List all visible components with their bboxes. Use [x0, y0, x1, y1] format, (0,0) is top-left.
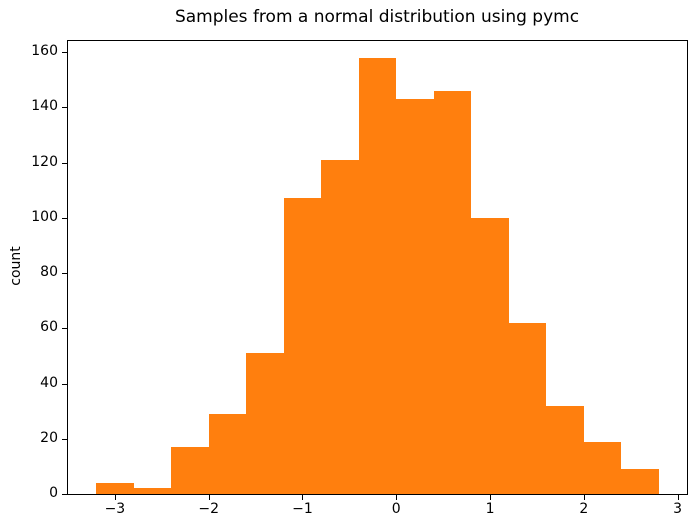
y-tick-label: 80 — [40, 264, 58, 281]
y-tick-mark — [62, 273, 67, 275]
histogram-bar — [283, 198, 322, 494]
y-tick-label: 40 — [40, 374, 58, 391]
histogram-bar — [321, 159, 359, 494]
x-tick-label: 1 — [485, 501, 495, 517]
histogram-bar — [546, 405, 584, 494]
y-tick-label: 20 — [40, 429, 58, 446]
x-tick-label: −3 — [104, 501, 126, 517]
y-tick-label: 120 — [31, 153, 58, 170]
histogram-bar — [396, 99, 434, 494]
y-tick-label: 140 — [31, 98, 58, 115]
chart-title: Samples from a normal distribution using… — [174, 7, 580, 27]
histogram-bar — [433, 90, 472, 494]
y-tick-mark — [62, 383, 67, 385]
x-tick-mark — [583, 495, 585, 500]
y-tick-mark — [62, 217, 67, 219]
y-tick-mark — [62, 494, 67, 495]
histogram-bar — [583, 441, 622, 494]
histogram-bar — [208, 413, 247, 494]
x-tick-mark — [677, 495, 679, 500]
x-tick-label: 0 — [391, 501, 401, 517]
histogram-bar — [358, 57, 397, 494]
y-tick-mark — [62, 328, 67, 330]
x-tick-mark — [114, 495, 116, 500]
x-tick-label: −1 — [292, 501, 313, 517]
x-tick-mark — [396, 495, 398, 500]
y-tick-label: 0 — [49, 485, 58, 501]
x-tick-label: 2 — [579, 501, 589, 517]
x-tick-label: −2 — [198, 501, 219, 517]
y-tick-mark — [62, 107, 67, 109]
x-tick-mark — [208, 495, 210, 500]
histogram-bar — [471, 217, 509, 494]
histogram-bar — [96, 482, 134, 494]
plot-area — [67, 40, 688, 495]
histogram-bar — [621, 469, 659, 494]
y-tick-mark — [62, 52, 67, 54]
y-tick-mark — [62, 162, 67, 164]
y-tick-label: 160 — [31, 43, 58, 60]
histogram-bar — [508, 322, 547, 494]
histogram-bar — [171, 447, 209, 494]
y-tick-mark — [62, 438, 67, 440]
histogram-bar — [133, 488, 172, 494]
x-tick-mark — [302, 495, 304, 500]
x-tick-mark — [490, 495, 492, 500]
y-tick-label: 100 — [31, 208, 58, 225]
histogram-bar — [246, 353, 284, 494]
x-tick-label: 3 — [673, 501, 683, 517]
y-tick-label: 60 — [40, 319, 58, 336]
